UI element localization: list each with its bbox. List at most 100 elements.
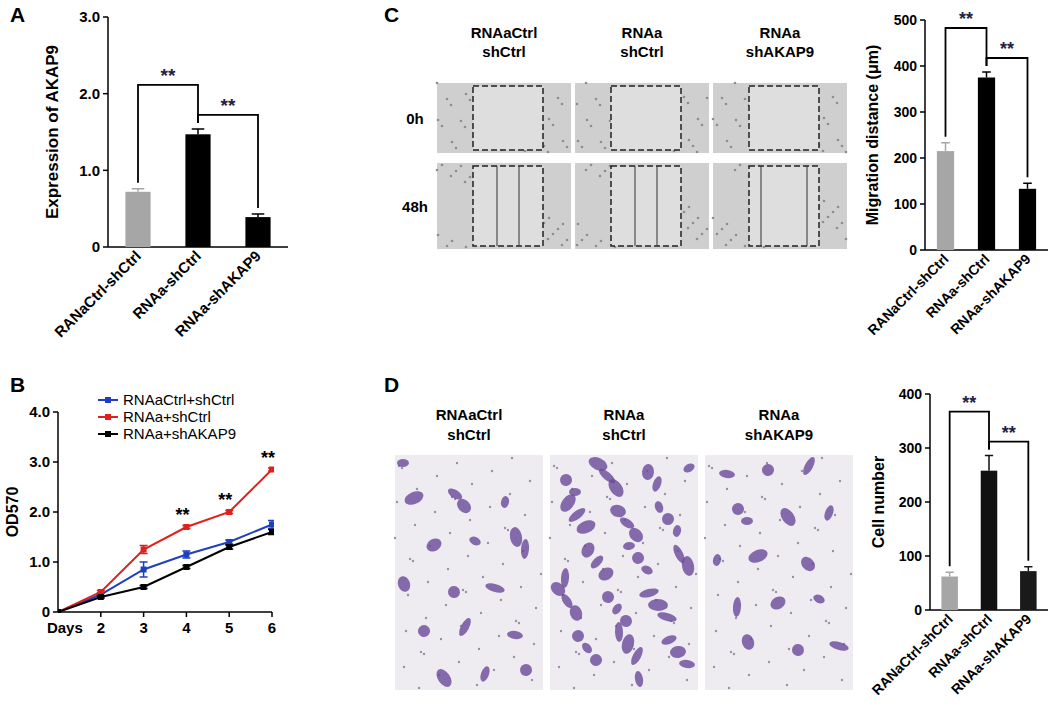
photo <box>437 83 571 153</box>
photo-texture <box>562 140 565 143</box>
photo-pore <box>604 532 606 534</box>
photo-pore <box>631 684 633 686</box>
photo-texture <box>524 150 527 153</box>
plot-area <box>941 456 1036 610</box>
stained-cell <box>589 553 606 570</box>
photo-texture <box>692 145 695 148</box>
legend-label: RNAa+shAKAP9 <box>123 425 236 442</box>
photo-texture <box>451 141 454 144</box>
y-tick <box>920 157 925 159</box>
photo-texture <box>688 139 691 142</box>
photo-texture <box>696 238 699 241</box>
photo-texture <box>725 103 728 106</box>
photo-pore <box>403 666 405 668</box>
photo-pore <box>553 465 555 467</box>
stained-cell <box>712 553 722 566</box>
panel-letter: C <box>384 3 399 26</box>
stained-cell <box>641 464 654 481</box>
photo-pore <box>841 679 843 681</box>
photo-pore <box>845 607 847 609</box>
photo-pore <box>755 604 757 606</box>
stained-cell <box>416 623 432 639</box>
photo-pore <box>502 563 504 565</box>
scratch-box <box>473 166 543 246</box>
scratch-box <box>611 166 681 246</box>
photo-texture <box>547 151 550 154</box>
photo-texture <box>460 120 463 123</box>
photo-pore <box>409 558 411 560</box>
photo-texture <box>586 234 589 237</box>
photo-pore <box>644 506 646 508</box>
photo-texture <box>734 82 737 85</box>
photo-texture <box>436 169 439 172</box>
y-axis <box>924 20 926 250</box>
photo-pore <box>684 480 686 482</box>
photo-texture <box>557 228 560 231</box>
marker <box>141 567 147 573</box>
y-tick <box>920 203 925 205</box>
photo-pore <box>675 586 677 588</box>
photo-pore <box>695 573 697 575</box>
photo-pore <box>569 524 571 526</box>
stained-cell <box>631 551 645 565</box>
photo-pore <box>757 568 759 570</box>
photo-pore <box>850 573 852 575</box>
photo-texture <box>446 98 449 101</box>
y-tick-label: 0 <box>92 238 100 255</box>
photo-pore <box>407 594 409 596</box>
stained-cell <box>507 630 524 640</box>
y-tick <box>925 609 930 611</box>
photo-texture <box>735 234 738 237</box>
photo-pore <box>498 635 500 637</box>
photo-pore <box>637 576 639 578</box>
error-bar <box>268 521 274 529</box>
photo-texture <box>692 222 695 225</box>
photo-pore <box>416 488 418 490</box>
photo-texture <box>845 238 848 241</box>
y-tick-label: 0 <box>914 602 922 618</box>
significance: ** <box>1000 39 1014 59</box>
photo-texture <box>566 146 569 149</box>
photo-pore <box>535 607 537 609</box>
photo-texture <box>595 245 598 248</box>
photo-pore <box>648 669 650 671</box>
y-tick <box>925 393 930 395</box>
photo-pore <box>620 591 622 593</box>
photo-pore <box>465 591 467 593</box>
stained-cell <box>777 505 798 528</box>
photo-texture <box>730 239 733 242</box>
scratch-box <box>473 86 543 150</box>
x-tick-label: 6 <box>268 619 276 636</box>
stained-cell <box>610 602 624 616</box>
photo-pore <box>606 496 608 498</box>
photo-pore <box>711 467 713 469</box>
photo-pore <box>781 483 783 485</box>
photo-pore <box>436 475 438 477</box>
y-tick-label: 200 <box>899 494 923 510</box>
column-label: shAKAP9 <box>745 426 813 443</box>
stained-cell <box>479 665 492 683</box>
stained-cell <box>634 670 645 687</box>
photo-pore <box>704 537 706 539</box>
photo-pore <box>764 498 766 500</box>
y-tick <box>53 611 58 613</box>
error-bar <box>1024 567 1032 571</box>
panel-letter: D <box>384 373 399 396</box>
photo-texture <box>566 239 569 242</box>
photo-pore <box>832 550 834 552</box>
photo-pore <box>717 594 719 596</box>
y-tick-label: 0 <box>42 603 50 620</box>
stained-cell <box>768 594 788 613</box>
stained-cell <box>731 502 746 517</box>
photo-pore <box>746 475 748 477</box>
bar <box>185 134 210 247</box>
y-axis-label: OD570 <box>4 487 21 538</box>
photo-texture <box>451 240 454 243</box>
photo-texture <box>735 119 738 122</box>
y-axis-label: Expression of AKAP9 <box>43 45 62 219</box>
photo-pore <box>617 589 619 591</box>
photo-pore <box>440 638 442 640</box>
stained-cell <box>651 475 664 493</box>
stained-cell <box>446 486 464 501</box>
plot-area <box>58 467 274 614</box>
